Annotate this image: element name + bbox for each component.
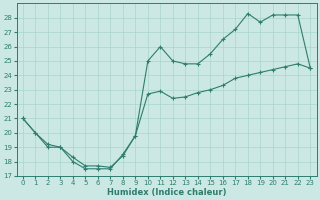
X-axis label: Humidex (Indice chaleur): Humidex (Indice chaleur) [107,188,226,197]
